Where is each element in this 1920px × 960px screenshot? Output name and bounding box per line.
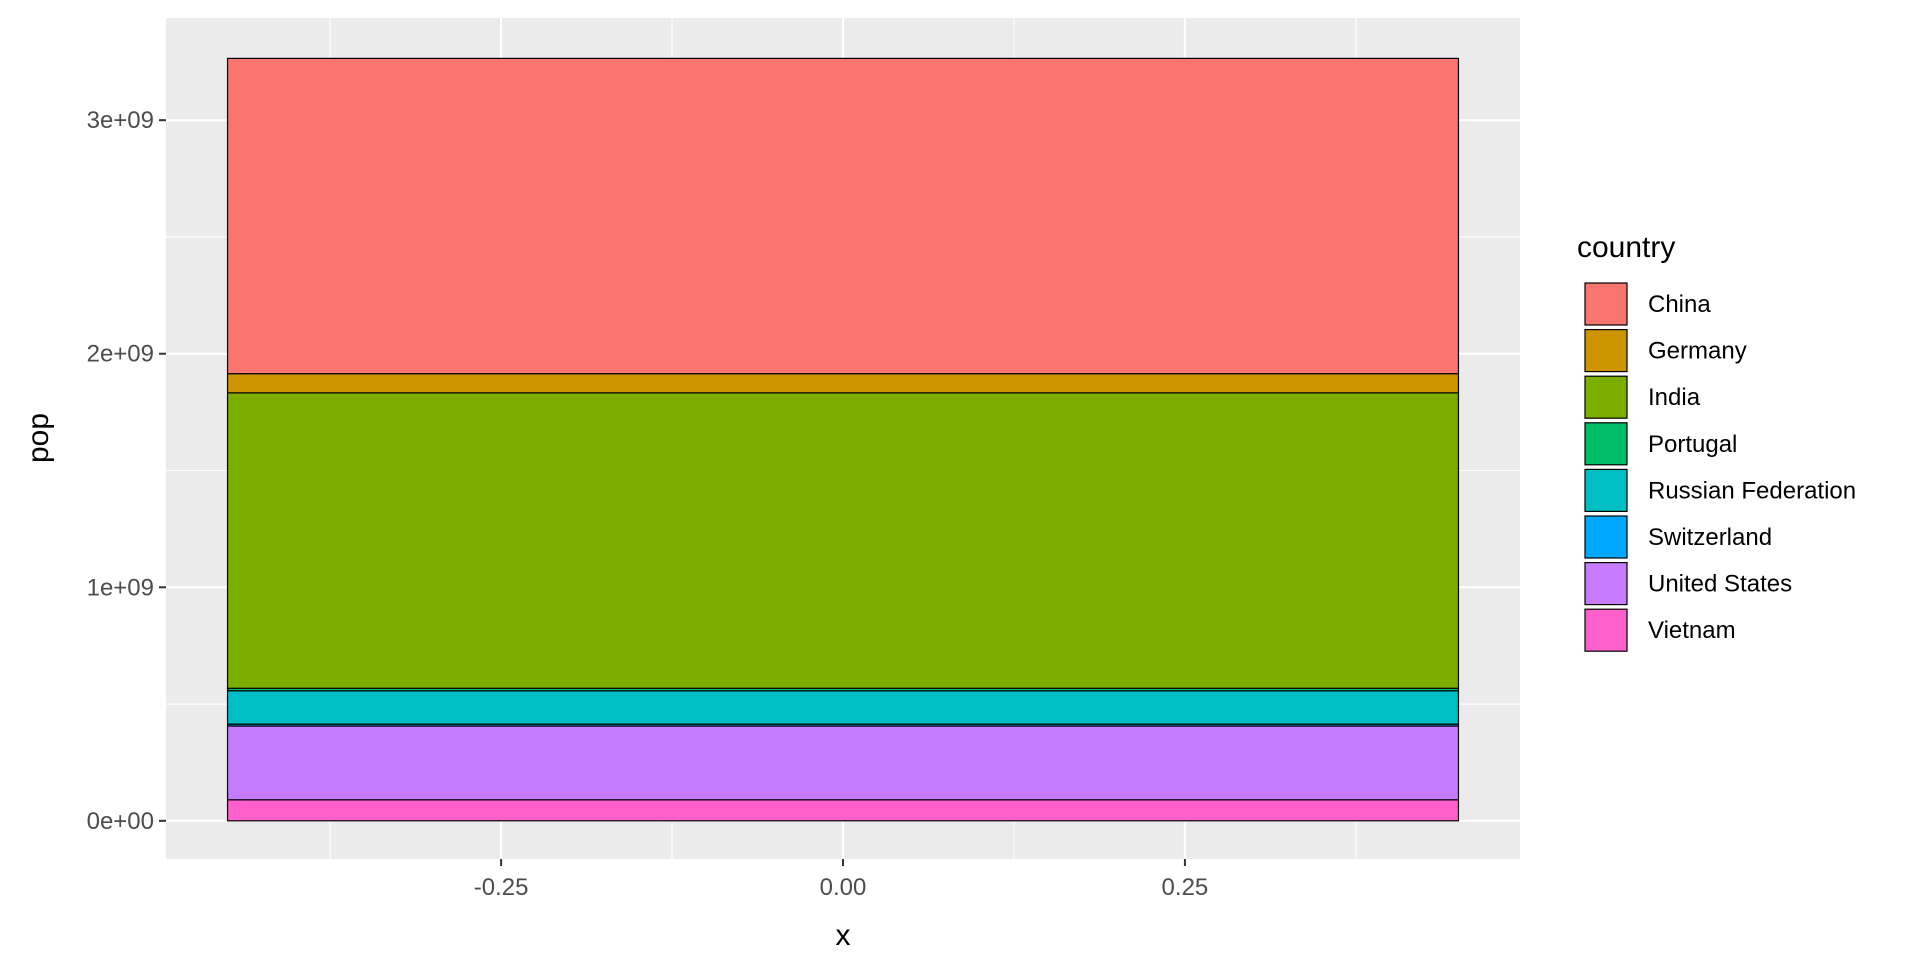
y-tick-label: 0e+00 <box>87 808 154 835</box>
legend-label: Germany <box>1648 338 1747 365</box>
legend-label: United States <box>1648 571 1792 598</box>
legend-key <box>1584 375 1628 419</box>
x-tick-label: -0.25 <box>474 874 529 901</box>
legend-key <box>1584 561 1628 606</box>
legend-label: Portugal <box>1648 431 1737 458</box>
legend-label: Vietnam <box>1648 617 1736 644</box>
legend-label: China <box>1648 291 1711 318</box>
axes: 0e+00 1e+09 2e+09 3e+09 -0.25 0.00 0.25 <box>87 107 1209 901</box>
bar-segment-united-states <box>226 725 1460 801</box>
legend-key <box>1584 468 1628 512</box>
legend: country China Germany India Portugal Russian… <box>1577 231 1856 652</box>
bar-segment-germany <box>226 373 1460 394</box>
bar-segment-russian-federation <box>226 690 1460 725</box>
x-axis-title: x <box>836 919 851 952</box>
bar-segment-vietnam <box>226 799 1460 822</box>
y-tick-label: 1e+09 <box>87 574 154 601</box>
y-axis-title: pop <box>22 413 55 463</box>
legend-title: country <box>1577 231 1675 264</box>
bar-segment-india <box>226 392 1460 689</box>
x-tick-label: 0.25 <box>1162 874 1209 901</box>
legend-key <box>1584 608 1628 652</box>
legend-key <box>1584 515 1628 559</box>
legend-key <box>1584 422 1628 466</box>
x-tick-label: 0.00 <box>820 874 867 901</box>
bar-segment-china <box>226 57 1460 375</box>
legend-label: Switzerland <box>1648 524 1772 551</box>
y-tick-label: 2e+09 <box>87 341 154 368</box>
legend-label: Russian Federation <box>1648 477 1856 504</box>
y-tick-label: 3e+09 <box>87 107 154 134</box>
legend-key <box>1584 282 1628 326</box>
legend-key <box>1584 329 1628 373</box>
stacked-bar <box>226 57 1460 822</box>
legend-label: India <box>1648 384 1701 411</box>
